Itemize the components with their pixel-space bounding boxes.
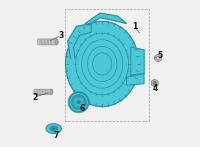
Ellipse shape [55, 39, 58, 45]
Circle shape [155, 55, 162, 62]
Ellipse shape [52, 128, 55, 130]
Text: 7: 7 [53, 131, 59, 140]
Ellipse shape [46, 124, 61, 134]
Polygon shape [126, 74, 144, 85]
Polygon shape [68, 24, 91, 59]
FancyBboxPatch shape [38, 39, 57, 45]
Ellipse shape [50, 126, 58, 131]
Ellipse shape [72, 95, 86, 109]
Polygon shape [131, 47, 144, 76]
Circle shape [153, 81, 156, 85]
Text: 2: 2 [32, 92, 37, 102]
Text: 3: 3 [58, 31, 64, 40]
Ellipse shape [50, 89, 53, 94]
FancyBboxPatch shape [34, 89, 52, 95]
Polygon shape [151, 79, 158, 87]
Ellipse shape [65, 21, 139, 107]
Text: 6: 6 [79, 103, 84, 113]
Text: 1: 1 [132, 22, 137, 31]
Ellipse shape [69, 92, 89, 112]
Circle shape [156, 56, 160, 60]
Polygon shape [85, 13, 126, 25]
Text: 5: 5 [157, 51, 162, 60]
Text: 4: 4 [153, 84, 158, 93]
Ellipse shape [77, 101, 80, 104]
